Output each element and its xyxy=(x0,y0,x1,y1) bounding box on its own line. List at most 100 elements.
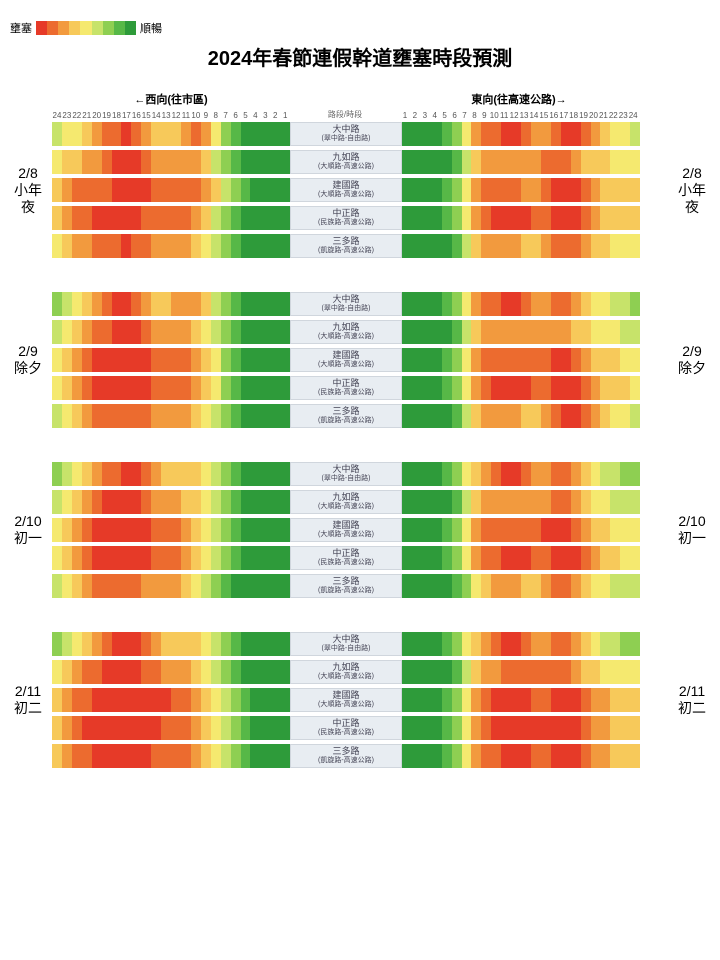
road-row: 大中路(翠中路-自由路) xyxy=(52,462,668,486)
road-row: 三多路(凱旋路-高速公路) xyxy=(52,574,668,598)
road-name-cell: 九如路(大順路-高速公路) xyxy=(290,150,402,174)
road-name-cell: 九如路(大順路-高速公路) xyxy=(290,320,402,344)
dir-right-label: 東向(往高速公路)→ xyxy=(400,91,638,107)
heatmap-band-right xyxy=(402,490,640,514)
road-row: 中正路(民族路-高速公路) xyxy=(52,716,668,740)
day-label-right: 2/9除夕 xyxy=(672,343,712,377)
mid-header: 路段/時段 xyxy=(290,109,400,120)
road-name-cell: 建國路(大順路-高速公路) xyxy=(290,688,402,712)
road-row: 建國路(大順路-高速公路) xyxy=(52,688,668,712)
day-label-left: 2/10初一 xyxy=(8,513,48,547)
heatmap-band-right xyxy=(402,292,640,316)
heatmap-band-left xyxy=(52,234,290,258)
road-row: 三多路(凱旋路-高速公路) xyxy=(52,404,668,428)
road-name-cell: 中正路(民族路-高速公路) xyxy=(290,546,402,570)
heatmap-band-left xyxy=(52,744,290,768)
heatmap-band-left xyxy=(52,574,290,598)
legend: 壅塞 順暢 xyxy=(10,20,710,36)
road-row: 中正路(民族路-高速公路) xyxy=(52,376,668,400)
road-name-cell: 建國路(大順路-高速公路) xyxy=(290,178,402,202)
heatmap-band-left xyxy=(52,716,290,740)
road-row: 建國路(大順路-高速公路) xyxy=(52,178,668,202)
road-name-cell: 九如路(大順路-高速公路) xyxy=(290,660,402,684)
day-label-left: 2/11初二 xyxy=(8,683,48,717)
heatmap-band-left xyxy=(52,404,290,428)
road-row: 三多路(凱旋路-高速公路) xyxy=(52,744,668,768)
hours-left: 242322212019181716151413121110987654321 xyxy=(52,111,290,120)
day-block: 2/8小年夜 2/8小年夜 大中路(翠中路-自由路) 九如路(大順路-高速公路) 建國路… xyxy=(10,122,710,258)
heatmap-band-right xyxy=(402,574,640,598)
road-name-cell: 三多路(凱旋路-高速公路) xyxy=(290,404,402,428)
road-name-cell: 大中路(翠中路-自由路) xyxy=(290,292,402,316)
heatmap-band-right xyxy=(402,320,640,344)
legend-swatch xyxy=(36,21,136,35)
road-name-cell: 中正路(民族路-高速公路) xyxy=(290,376,402,400)
heatmap-band-right xyxy=(402,234,640,258)
heatmap-band-left xyxy=(52,462,290,486)
heatmap-band-left xyxy=(52,660,290,684)
heatmap-band-left xyxy=(52,632,290,656)
heatmap-band-right xyxy=(402,122,640,146)
heatmap-band-right xyxy=(402,716,640,740)
heatmap-band-right xyxy=(402,404,640,428)
legend-right-label: 順暢 xyxy=(140,20,162,36)
road-name-cell: 三多路(凱旋路-高速公路) xyxy=(290,574,402,598)
road-row: 大中路(翠中路-自由路) xyxy=(52,122,668,146)
days-container: 2/8小年夜2/8小年夜大中路(翠中路-自由路)九如路(大順路-高速公路)建國路… xyxy=(10,122,710,768)
heatmap-band-left xyxy=(52,688,290,712)
road-name-cell: 建國路(大順路-高速公路) xyxy=(290,518,402,542)
heatmap-band-right xyxy=(402,660,640,684)
road-row: 中正路(民族路-高速公路) xyxy=(52,206,668,230)
heatmap-band-left xyxy=(52,320,290,344)
road-row: 中正路(民族路-高速公路) xyxy=(52,546,668,570)
road-row: 大中路(翠中路-自由路) xyxy=(52,292,668,316)
day-label-right: 2/8小年夜 xyxy=(672,165,712,215)
road-name-cell: 中正路(民族路-高速公路) xyxy=(290,716,402,740)
page-title: 2024年春節連假幹道壅塞時段預測 xyxy=(10,42,710,71)
heatmap-band-left xyxy=(52,122,290,146)
heatmap-band-left xyxy=(52,546,290,570)
road-name-cell: 九如路(大順路-高速公路) xyxy=(290,490,402,514)
heatmap-band-left xyxy=(52,490,290,514)
day-label-left: 2/9除夕 xyxy=(8,343,48,377)
road-row: 九如路(大順路-高速公路) xyxy=(52,150,668,174)
road-row: 大中路(翠中路-自由路) xyxy=(52,632,668,656)
road-row: 建國路(大順路-高速公路) xyxy=(52,348,668,372)
heatmap-band-left xyxy=(52,376,290,400)
day-block: 2/9除夕 2/9除夕 大中路(翠中路-自由路) 九如路(大順路-高速公路) 建國路(大… xyxy=(10,292,710,428)
heatmap-band-right xyxy=(402,178,640,202)
day-label-left: 2/8小年夜 xyxy=(8,165,48,215)
heatmap-band-left xyxy=(52,178,290,202)
day-block: 2/11初二 2/11初二 大中路(翠中路-自由路) 九如路(大順路-高速公路) 建國路… xyxy=(10,632,710,768)
road-row: 九如路(大順路-高速公路) xyxy=(52,490,668,514)
heatmap-band-left xyxy=(52,292,290,316)
heatmap-band-right xyxy=(402,546,640,570)
day-label-right: 2/11初二 xyxy=(672,683,712,717)
road-row: 九如路(大順路-高速公路) xyxy=(52,320,668,344)
heatmap-band-right xyxy=(402,348,640,372)
road-name-cell: 大中路(翠中路-自由路) xyxy=(290,632,402,656)
hours-right: 123456789101112131415161718192021222324 xyxy=(400,111,638,120)
road-name-cell: 大中路(翠中路-自由路) xyxy=(290,122,402,146)
day-label-right: 2/10初一 xyxy=(672,513,712,547)
road-name-cell: 建國路(大順路-高速公路) xyxy=(290,348,402,372)
road-name-cell: 中正路(民族路-高速公路) xyxy=(290,206,402,230)
road-name-cell: 三多路(凱旋路-高速公路) xyxy=(290,234,402,258)
column-headers: ←西向(往市區) 2423222120191817161514131211109… xyxy=(10,91,710,120)
road-row: 三多路(凱旋路-高速公路) xyxy=(52,234,668,258)
heatmap-band-right xyxy=(402,376,640,400)
road-row: 建國路(大順路-高速公路) xyxy=(52,518,668,542)
heatmap-band-left xyxy=(52,348,290,372)
heatmap-band-right xyxy=(402,688,640,712)
day-block: 2/10初一 2/10初一 大中路(翠中路-自由路) 九如路(大順路-高速公路) 建國路… xyxy=(10,462,710,598)
road-name-cell: 三多路(凱旋路-高速公路) xyxy=(290,744,402,768)
dir-left-label: ←西向(往市區) xyxy=(52,91,290,107)
heatmap-band-right xyxy=(402,206,640,230)
heatmap-band-left xyxy=(52,518,290,542)
road-row: 九如路(大順路-高速公路) xyxy=(52,660,668,684)
road-name-cell: 大中路(翠中路-自由路) xyxy=(290,462,402,486)
heatmap-band-left xyxy=(52,206,290,230)
heatmap-band-left xyxy=(52,150,290,174)
heatmap-band-right xyxy=(402,150,640,174)
heatmap-band-right xyxy=(402,632,640,656)
